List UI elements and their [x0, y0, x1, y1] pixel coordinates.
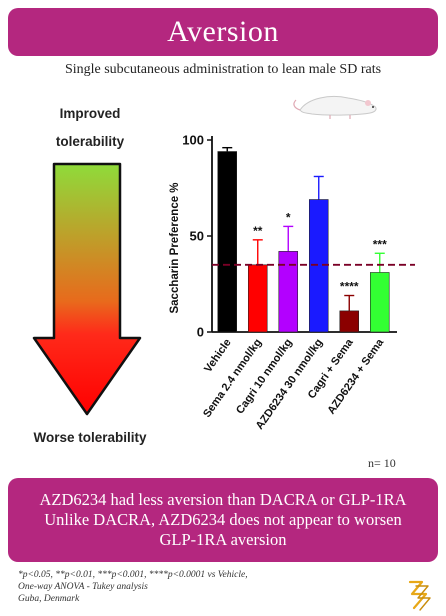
y-tick-label: 100 [182, 133, 204, 148]
x-tick-label: Cagri 10 nmol/kg [234, 337, 295, 416]
footnote-line-1: *p<0.05, **p<0.01, ***p<0.001, ****p<0.0… [18, 570, 248, 580]
conclusion-line-2: Unlike DACRA, AZD6234 does not appear to… [44, 510, 402, 530]
conclusion-text: AZD6234 had less aversion than DACRA or … [31, 490, 414, 549]
y-tick-label: 50 [190, 229, 204, 244]
tolerability-arrow [32, 162, 142, 416]
rat-icon [293, 96, 377, 119]
subtitle: Single subcutaneous administration to le… [64, 62, 382, 77]
bar [339, 310, 360, 333]
x-tick-label: Vehicle [202, 337, 234, 375]
bar [217, 151, 238, 333]
company-logo [408, 580, 431, 611]
footnote-line-3: Guba, Denmark [18, 593, 80, 604]
conclusion-banner: AZD6234 had less aversion than DACRA or … [8, 478, 438, 562]
significance-label: * [286, 210, 291, 224]
arrow-shape [32, 162, 142, 416]
n-label: n= 10 [368, 456, 396, 470]
y-tick-label: 0 [197, 325, 204, 340]
title-banner: Aversion [8, 8, 438, 56]
significance-label: *** [373, 237, 387, 251]
bar [278, 251, 299, 333]
footnote: *p<0.05, **p<0.01, ***p<0.001, ****p<0.0… [18, 570, 378, 606]
conclusion-line-3: GLP-1RA aversion [159, 529, 287, 549]
conclusion-line-1: AZD6234 had less aversion than DACRA or … [39, 490, 407, 510]
bar [247, 264, 268, 333]
page-title: Aversion [167, 15, 279, 48]
bar [308, 199, 329, 333]
bar [369, 272, 390, 333]
y-axis-label: Saccharin Preference % [169, 182, 181, 313]
footnote-line-2: One-way ANOVA - Tukey analysis [18, 581, 148, 592]
x-tick-label: AZD6234 + Sema [325, 336, 386, 416]
improved-tolerability-label: Improved tolerability [55, 106, 125, 149]
significance-label: **** [340, 280, 359, 294]
worse-tolerability-label: Worse tolerability [33, 430, 147, 445]
significance-label: ** [253, 224, 263, 238]
